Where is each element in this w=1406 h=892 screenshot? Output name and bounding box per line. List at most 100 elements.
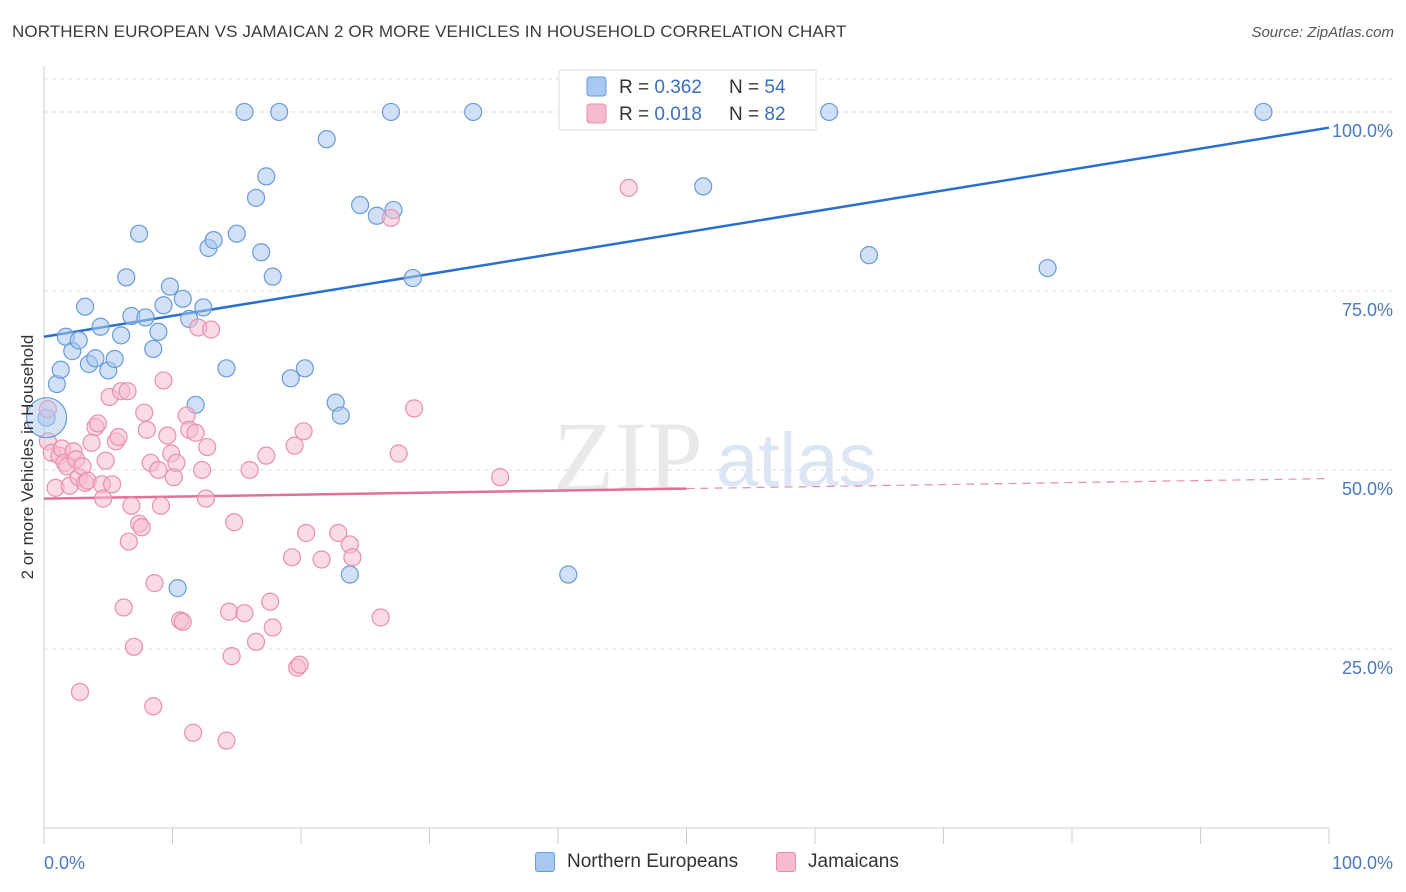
point-jamaicans	[186, 423, 205, 442]
point-northern-europeans	[168, 579, 187, 598]
point-northern-europeans	[403, 268, 422, 288]
point-jamaicans	[183, 723, 203, 742]
trend-lines	[43, 126, 1330, 500]
legend-r-label: R =	[619, 104, 654, 125]
point-jamaicans	[145, 574, 164, 593]
point-jamaicans	[285, 436, 304, 455]
y-tick-label: 25.0%	[1342, 658, 1393, 678]
point-jamaicans	[343, 548, 362, 567]
point-jamaicans	[389, 444, 408, 463]
point-jamaicans	[222, 647, 241, 666]
watermark: ZIP atlas	[553, 401, 877, 512]
point-jamaicans	[103, 475, 122, 494]
legend-n-value: 54	[764, 77, 786, 98]
point-northern-europeans	[252, 243, 271, 262]
point-northern-europeans	[51, 360, 70, 379]
point-jamaicans	[154, 371, 173, 390]
legend-r-value: 0.018	[654, 104, 702, 125]
svg-text:R = 0.018: R = 0.018	[619, 104, 702, 125]
point-northern-europeans	[257, 167, 276, 186]
point-jamaicans	[404, 399, 424, 418]
point-northern-europeans	[129, 224, 149, 243]
point-jamaicans	[219, 602, 239, 621]
legend-label: Northern Europeans	[567, 851, 739, 872]
grid-lines	[44, 78, 1395, 650]
point-jamaicans	[158, 426, 177, 445]
point-jamaicans	[94, 489, 113, 508]
point-jamaicans	[118, 382, 137, 401]
point-jamaicans	[124, 637, 144, 656]
point-jamaicans	[88, 414, 108, 433]
point-jamaicans	[217, 731, 236, 750]
point-northern-europeans	[154, 296, 173, 315]
x-tick-label: 0.0%	[44, 853, 85, 873]
data-points	[25, 102, 1273, 750]
point-jamaicans	[297, 523, 316, 543]
tick-labels: 25.0% 50.0% 75.0% 100.0% 0.0% 100.0%	[44, 121, 1393, 873]
point-northern-europeans	[194, 298, 213, 317]
point-northern-europeans	[559, 565, 578, 584]
svg-text:N = 82: N = 82	[729, 104, 786, 125]
point-jamaicans	[381, 208, 401, 228]
point-jamaicans	[151, 496, 171, 515]
point-jamaicans	[246, 632, 266, 651]
point-northern-europeans	[295, 359, 314, 378]
legend-r-label: R =	[619, 77, 654, 98]
point-jamaicans	[263, 618, 282, 637]
point-northern-europeans	[105, 349, 124, 369]
point-northern-europeans	[204, 231, 223, 250]
point-jamaicans	[235, 604, 254, 623]
legend-swatch-blue	[535, 852, 555, 872]
point-northern-europeans	[694, 177, 713, 196]
point-jamaicans	[201, 320, 221, 339]
point-jamaicans	[70, 682, 90, 702]
y-tick-label: 100.0%	[1332, 121, 1393, 141]
point-northern-europeans	[464, 102, 483, 122]
point-jamaicans	[137, 420, 156, 439]
legend-item-northern-europeans[interactable]: Northern Europeans	[535, 851, 738, 873]
point-northern-europeans	[331, 406, 350, 425]
point-northern-europeans	[1254, 102, 1273, 122]
point-northern-europeans	[111, 326, 131, 345]
point-northern-europeans	[227, 224, 246, 243]
point-jamaicans	[149, 460, 168, 480]
y-tick-label: 75.0%	[1342, 300, 1393, 320]
point-northern-europeans	[76, 297, 95, 316]
point-jamaicans	[114, 598, 133, 617]
legend-swatch-pink	[776, 852, 796, 872]
point-northern-europeans	[136, 308, 155, 327]
point-northern-europeans	[173, 289, 192, 308]
point-jamaicans	[82, 433, 101, 452]
point-northern-europeans	[859, 246, 879, 265]
legend-item-jamaicans[interactable]: Jamaicans	[776, 851, 899, 873]
correlation-legend: R = 0.362 N = 54 R = 0.018 N = 82	[558, 69, 817, 131]
point-jamaicans	[225, 513, 244, 532]
point-northern-europeans	[246, 188, 266, 207]
point-jamaicans	[294, 422, 313, 441]
point-northern-europeans	[69, 331, 88, 350]
point-jamaicans	[119, 532, 138, 551]
legend-n-label: N =	[729, 104, 764, 125]
y-tick-label: 50.0%	[1342, 479, 1393, 499]
point-northern-europeans	[1038, 258, 1057, 278]
point-jamaicans	[144, 697, 163, 716]
series-legend: Northern Europeans Jamaicans	[0, 851, 1406, 879]
point-jamaicans	[198, 437, 217, 457]
chart-title: NORTHERN EUROPEAN VS JAMAICAN 2 OR MORE …	[12, 22, 847, 41]
point-jamaicans	[109, 427, 128, 447]
legend-label: Jamaicans	[808, 851, 899, 872]
x-tick-label: 100.0%	[1332, 853, 1393, 873]
point-northern-europeans	[86, 349, 105, 368]
point-jamaicans	[196, 489, 216, 508]
legend-r-value: 0.362	[654, 77, 702, 98]
point-northern-europeans	[270, 102, 289, 122]
point-jamaicans	[491, 468, 510, 487]
trend-line-jamaicans	[43, 487, 687, 500]
point-jamaicans	[167, 453, 186, 472]
point-northern-europeans	[117, 268, 136, 287]
point-jamaicans	[312, 550, 331, 569]
axes	[43, 66, 1330, 844]
point-jamaicans	[371, 608, 390, 627]
point-northern-europeans-large	[25, 397, 68, 439]
